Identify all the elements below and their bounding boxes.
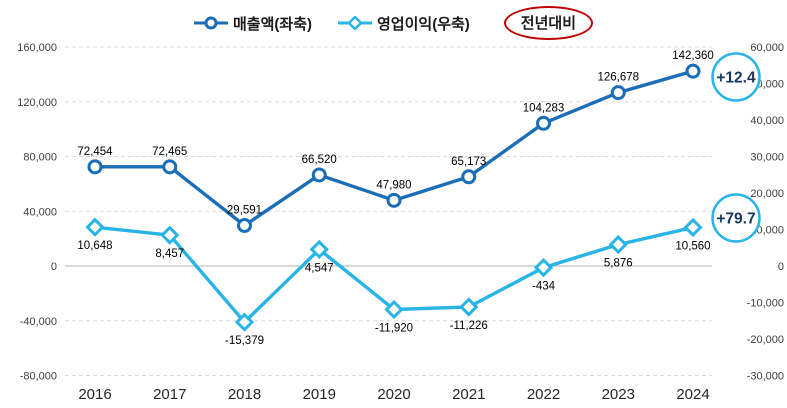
data-point xyxy=(85,217,105,237)
legend-item-revenue[interactable]: 매출액(좌축) xyxy=(194,13,312,34)
data-label: 10,560 xyxy=(675,240,710,252)
data-point xyxy=(87,159,103,175)
line-circle-marker-icon xyxy=(194,16,228,30)
yoy-badge-value: +12.4 xyxy=(716,70,756,87)
data-point xyxy=(160,225,180,245)
line-diamond-marker-icon xyxy=(338,16,372,30)
right-axis-tick: 0 xyxy=(778,261,784,273)
data-label: -15,379 xyxy=(225,335,264,347)
data-label: 126,678 xyxy=(597,72,639,84)
left-axis-tick: 160,000 xyxy=(17,42,57,54)
x-axis-label: 2022 xyxy=(527,386,560,403)
right-axis-tick: -20,000 xyxy=(747,334,784,346)
data-label: 72,465 xyxy=(152,146,187,158)
data-point xyxy=(536,115,551,131)
data-label: 104,283 xyxy=(523,102,565,114)
data-point xyxy=(309,239,329,260)
right-axis-tick: -30,000 xyxy=(747,371,784,383)
data-label: -11,226 xyxy=(450,320,488,332)
data-point xyxy=(610,85,626,101)
data-point xyxy=(234,312,255,332)
chart-legend: 매출액(좌축) 영업이익(우축) 전년대비 xyxy=(0,6,787,40)
left-axis-tick: 0 xyxy=(51,261,57,273)
x-axis-label: 2019 xyxy=(303,386,336,403)
data-label: 4,547 xyxy=(305,262,334,274)
data-point xyxy=(683,217,703,238)
data-label: 142,360 xyxy=(672,50,714,62)
right-axis-tick: 30,000 xyxy=(750,152,784,164)
x-axis-label: 2023 xyxy=(602,386,635,403)
data-point xyxy=(608,234,628,255)
data-point xyxy=(237,217,252,233)
data-point xyxy=(685,63,701,79)
right-axis-tick: -10,000 xyxy=(747,298,784,310)
left-axis-tick: -80,000 xyxy=(20,371,57,383)
left-axis-tick: 40,000 xyxy=(23,206,57,218)
left-axis-tick: 120,000 xyxy=(17,97,57,109)
data-point xyxy=(384,299,404,320)
data-label: 5,876 xyxy=(604,258,633,270)
right-axis-tick: 40,000 xyxy=(750,115,784,127)
yoy-badge-value: +79.7 xyxy=(716,211,755,228)
x-axis-label: 2017 xyxy=(153,386,186,403)
legend-item-operating-profit[interactable]: 영업이익(우축) xyxy=(338,13,470,34)
x-axis-label: 2021 xyxy=(452,386,485,403)
legend-yoy-circled: 전년대비 xyxy=(503,6,593,40)
data-point xyxy=(386,192,402,208)
x-axis-label: 2024 xyxy=(676,386,709,403)
data-label: 10,648 xyxy=(77,240,112,252)
x-axis-label: 2020 xyxy=(377,386,410,403)
data-label: -11,920 xyxy=(375,323,413,335)
data-label: -434 xyxy=(532,281,556,293)
data-label: 72,454 xyxy=(77,146,113,158)
right-axis-tick: 20,000 xyxy=(750,188,784,200)
yoy-badge-circle xyxy=(711,193,761,243)
data-point xyxy=(311,167,327,183)
x-axis-label: 2016 xyxy=(78,386,111,403)
data-point xyxy=(162,159,178,175)
legend-label-revenue: 매출액(좌축) xyxy=(233,15,312,33)
left-axis-tick: -40,000 xyxy=(20,316,57,328)
data-point xyxy=(461,169,477,185)
data-point xyxy=(533,257,554,278)
data-label: 47,980 xyxy=(376,179,411,191)
data-point xyxy=(459,297,479,317)
data-label: 66,520 xyxy=(302,154,337,166)
legend-label-operating-profit: 영업이익(우축) xyxy=(377,15,470,33)
x-axis-label: 2018 xyxy=(228,386,261,403)
data-label: 29,591 xyxy=(227,204,262,216)
right-axis-tick: 60,000 xyxy=(750,42,784,54)
data-label: 8,457 xyxy=(155,248,184,260)
data-label: 65,173 xyxy=(451,156,486,168)
yoy-badge-circle xyxy=(711,52,761,102)
left-axis-tick: 80,000 xyxy=(23,152,57,164)
